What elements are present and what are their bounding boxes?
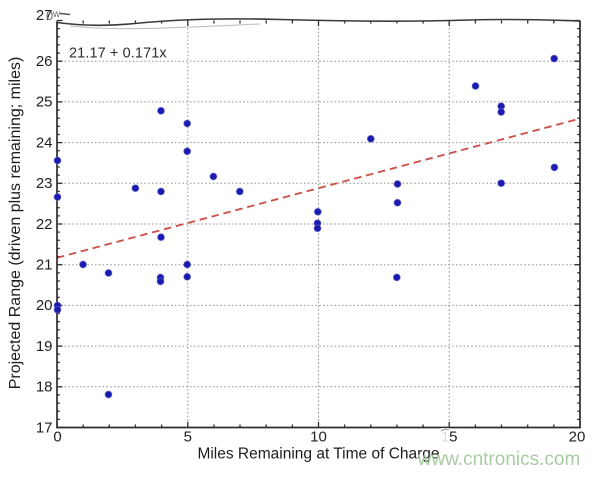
svg-text:10: 10 xyxy=(310,429,327,446)
svg-text:21.17 + 0.171x: 21.17 + 0.171x xyxy=(69,46,167,62)
svg-text:21: 21 xyxy=(36,257,53,274)
svg-text:24: 24 xyxy=(36,134,53,151)
svg-text:Miles Remaining at Time of Cha: Miles Remaining at Time of Charge xyxy=(197,446,439,463)
svg-text:22: 22 xyxy=(36,216,53,233)
svg-text:18: 18 xyxy=(36,379,53,396)
svg-text:5: 5 xyxy=(184,429,192,446)
svg-text:25: 25 xyxy=(36,94,53,111)
svg-text:19: 19 xyxy=(36,338,53,355)
svg-text:Projected Range (driven plus r: Projected Range (driven plus remaining; … xyxy=(7,57,24,390)
svg-text:0: 0 xyxy=(46,8,53,23)
svg-text:w: w xyxy=(52,9,61,20)
svg-text:26: 26 xyxy=(36,53,53,70)
svg-text:20: 20 xyxy=(36,297,53,314)
svg-text:17: 17 xyxy=(36,419,53,436)
svg-text:0: 0 xyxy=(53,429,61,446)
svg-text:20: 20 xyxy=(569,429,586,446)
svg-text:27: 27 xyxy=(36,7,53,24)
svg-text:23: 23 xyxy=(36,175,53,192)
svg-text:www.cntronics.com: www.cntronics.com xyxy=(417,449,581,470)
